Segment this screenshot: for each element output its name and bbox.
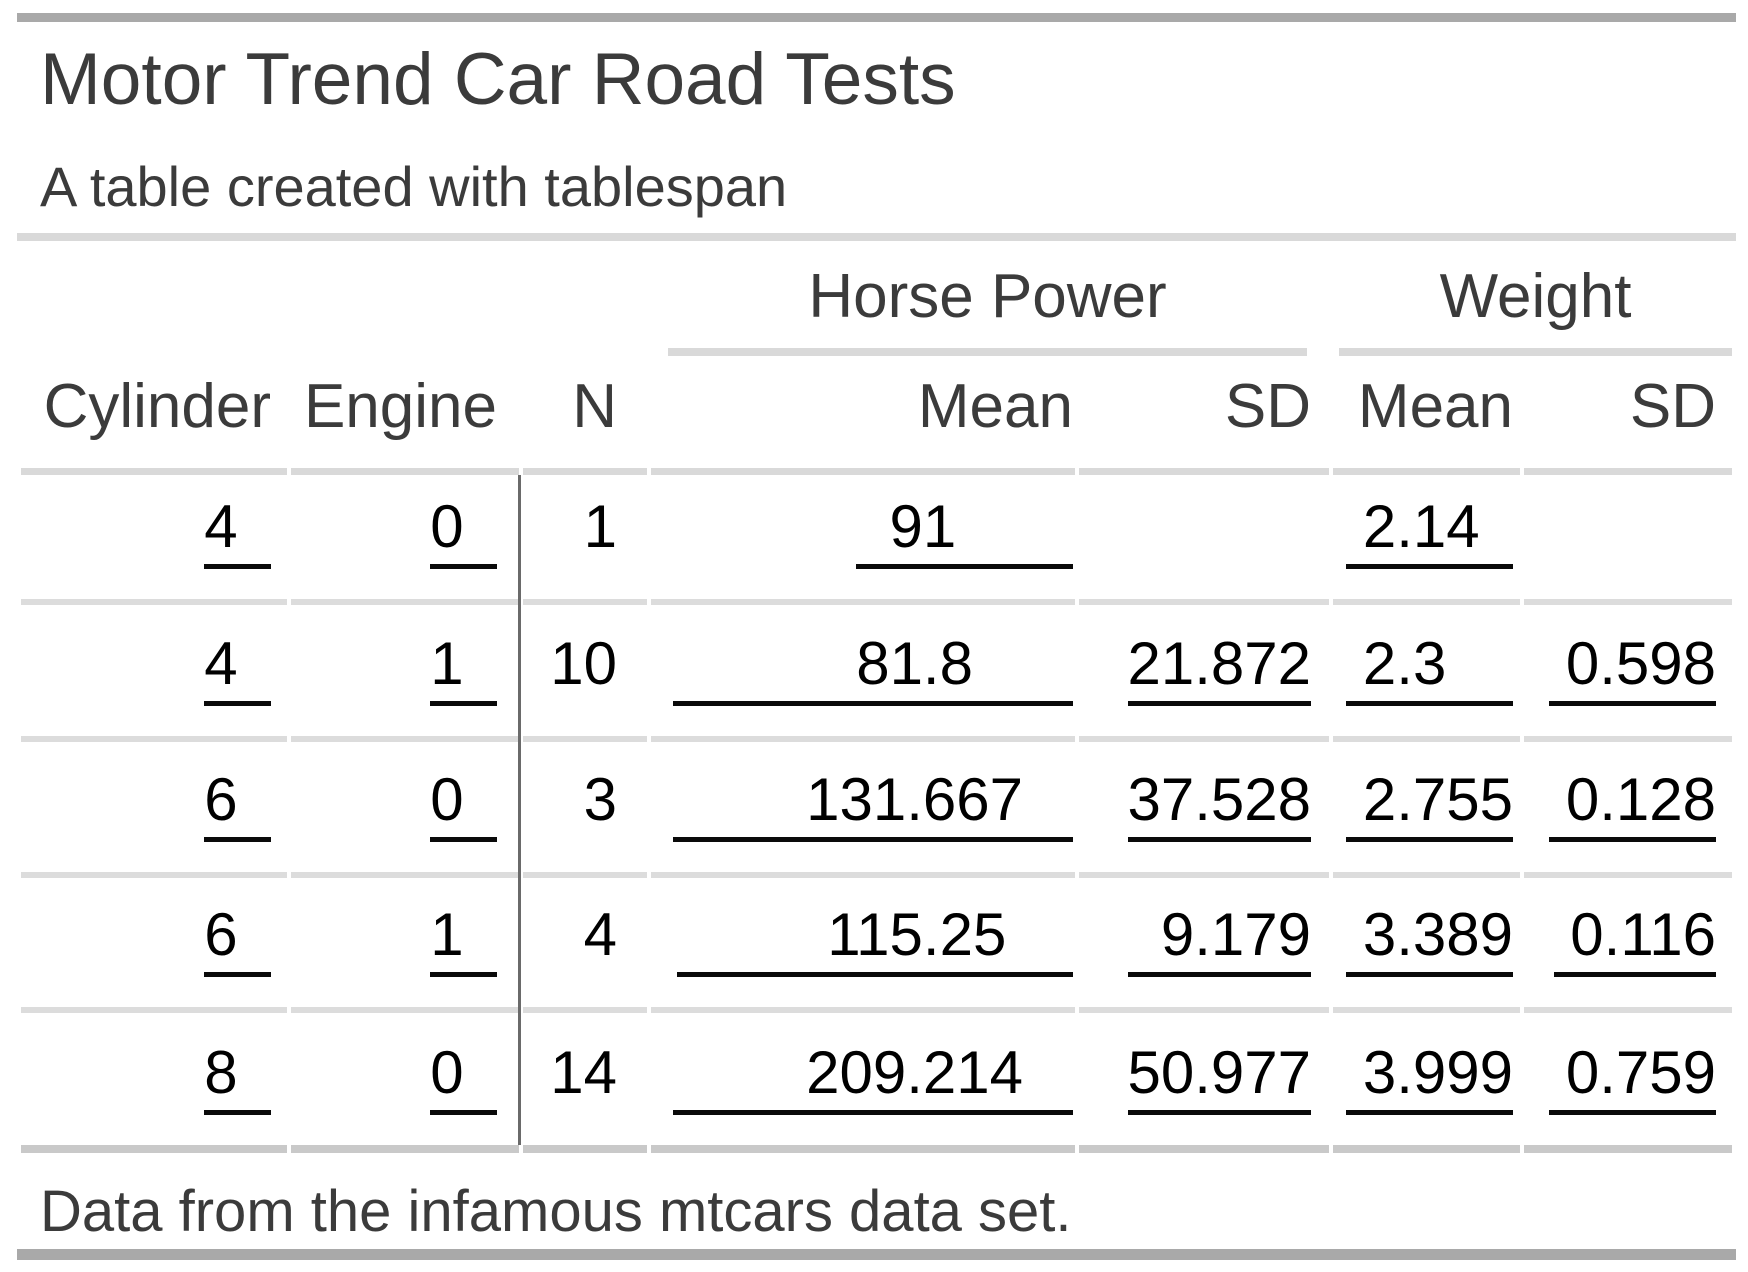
table-cell: 6 — [21, 878, 287, 1013]
table-cell: 9.179 — [1079, 878, 1330, 1013]
cell-value: 0 — [430, 765, 497, 842]
page-title: Motor Trend Car Road Tests — [40, 39, 956, 120]
table-cell: 115.25 — [651, 878, 1075, 1013]
table-cell: 209.214 — [651, 1013, 1075, 1153]
table-cell: 0 — [291, 1013, 519, 1153]
table-cell: 91 — [651, 475, 1075, 605]
cell-value: 0.759 — [1549, 1038, 1717, 1115]
table-cell — [1079, 475, 1330, 605]
table-cell: 2.755 — [1333, 742, 1521, 878]
cell-value: 1 — [430, 900, 497, 977]
table-body: 4 0 1 91 2.14 4 1 10 81.8 21.872 2.3 0.5… — [21, 475, 1733, 1153]
table-cell: 1 — [291, 605, 519, 742]
table-cell: 2.14 — [1333, 475, 1521, 605]
cell-value: 50.977 — [1127, 1038, 1312, 1115]
table-cell: 4 — [523, 878, 647, 1013]
table-row: 6 1 4 115.25 9.179 3.389 0.116 — [21, 878, 1733, 1013]
table-cell: 14 — [523, 1013, 647, 1153]
table-row: 8 0 14 209.214 50.977 3.999 0.759 — [21, 1013, 1733, 1153]
table-cell: 3 — [523, 742, 647, 878]
table-cell: 50.977 — [1079, 1013, 1330, 1153]
cell-value: 3.389 — [1346, 900, 1514, 977]
cell-value: 2.14 — [1346, 492, 1514, 569]
cell-value: 6 — [204, 900, 271, 977]
table-cell: 81.8 — [651, 605, 1075, 742]
column-header-row: Cylinder Engine N Mean SD Mean SD — [21, 356, 1733, 475]
cell-value: 81.8 — [672, 629, 1073, 706]
data-table: Horse Power Weight Cylinder Engine N Mea… — [17, 241, 1736, 1153]
bottom-rule — [17, 1249, 1736, 1260]
cell-value: 115.25 — [677, 900, 1073, 977]
table-row: 6 0 3 131.667 37.528 2.755 0.128 — [21, 742, 1733, 878]
table-cell: 0.598 — [1524, 605, 1733, 742]
column-header-wt-sd: SD — [1524, 356, 1733, 475]
column-header-hp-sd: SD — [1079, 356, 1330, 475]
cell-value: 0.598 — [1549, 629, 1717, 706]
table-header: Horse Power Weight Cylinder Engine N Mea… — [21, 241, 1733, 475]
column-header-engine: Engine — [291, 356, 519, 475]
cell-value: 0.128 — [1549, 765, 1717, 842]
cell-value: 131.667 — [672, 765, 1073, 842]
column-header-n: N — [523, 356, 647, 475]
table-cell: 0.128 — [1524, 742, 1733, 878]
page-subtitle: A table created with tablespan — [40, 155, 788, 218]
cell-value: 8 — [204, 1038, 271, 1115]
table-cell: 4 — [21, 475, 287, 605]
table-cell: 1 — [523, 475, 647, 605]
table-cell: 2.3 — [1333, 605, 1521, 742]
column-header-wt-mean: Mean — [1333, 356, 1521, 475]
cell-value: 0 — [430, 492, 497, 569]
spanner-label: Weight — [1339, 261, 1733, 356]
table-cell: 131.667 — [651, 742, 1075, 878]
table-cell: 4 — [21, 605, 287, 742]
table-cell: 10 — [523, 605, 647, 742]
table-cell: 8 — [21, 1013, 287, 1153]
table-cell: 0 — [291, 475, 519, 605]
table-row: 4 1 10 81.8 21.872 2.3 0.598 — [21, 605, 1733, 742]
cell-value: 1 — [430, 629, 497, 706]
cell-value: 91 — [856, 492, 1073, 569]
table-cell: 0 — [291, 742, 519, 878]
column-divider-line — [518, 475, 521, 1145]
cell-value: 3.999 — [1346, 1038, 1514, 1115]
spanner-spacer — [21, 241, 647, 356]
table-cell: 3.999 — [1333, 1013, 1521, 1153]
column-header-cylinder: Cylinder — [21, 356, 287, 475]
table-cell — [1524, 475, 1733, 605]
cell-value: 37.528 — [1127, 765, 1312, 842]
cell-value: 6 — [204, 765, 271, 842]
spanner-row: Horse Power Weight — [21, 241, 1733, 356]
cell-value: 4 — [204, 492, 271, 569]
cell-value: 21.872 — [1127, 629, 1312, 706]
table-cell: 21.872 — [1079, 605, 1330, 742]
spanner-label: Horse Power — [668, 261, 1308, 356]
column-header-hp-mean: Mean — [651, 356, 1075, 475]
table-cell: 0.759 — [1524, 1013, 1733, 1153]
table-cell: 37.528 — [1079, 742, 1330, 878]
cell-value: 9.179 — [1127, 900, 1312, 977]
spanner-horse-power: Horse Power — [651, 241, 1329, 356]
spanner-weight: Weight — [1333, 241, 1733, 356]
cell-value: 0.116 — [1553, 900, 1717, 977]
header-rule — [17, 233, 1736, 241]
cell-value: 4 — [204, 629, 271, 706]
cell-value: 209.214 — [672, 1038, 1073, 1115]
table-cell: 0.116 — [1524, 878, 1733, 1013]
table-row: 4 0 1 91 2.14 — [21, 475, 1733, 605]
cell-value: 2.755 — [1346, 765, 1514, 842]
cell-value: 0 — [430, 1038, 497, 1115]
table-cell: 1 — [291, 878, 519, 1013]
table-footnote: Data from the infamous mtcars data set. — [40, 1179, 1072, 1244]
table-cell: 3.389 — [1333, 878, 1521, 1013]
table-cell: 6 — [21, 742, 287, 878]
cell-value: 2.3 — [1346, 629, 1514, 706]
top-rule — [17, 13, 1736, 22]
